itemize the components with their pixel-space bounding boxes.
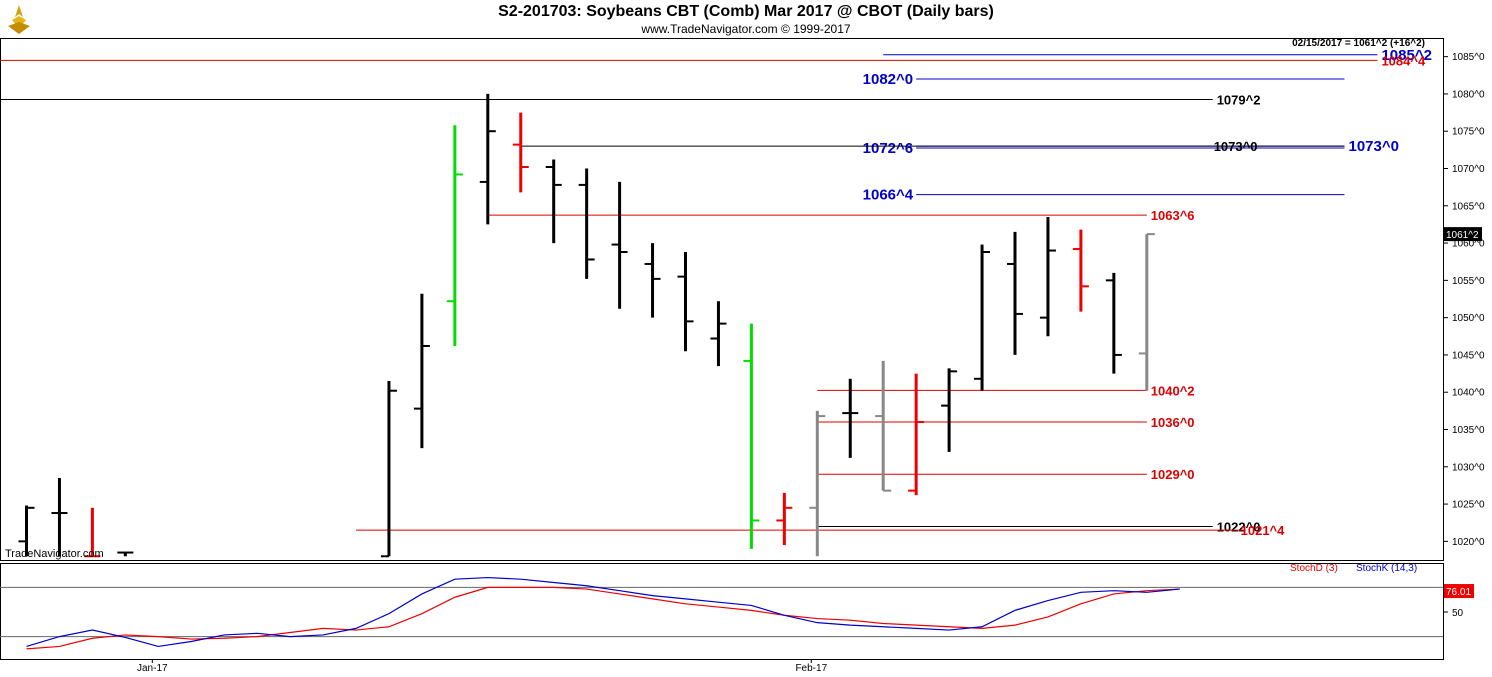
stoch-k-line — [26, 576, 1180, 648]
level-label: 1021^4 — [1241, 523, 1286, 538]
stoch-current-value: 76.01 — [1446, 587, 1471, 598]
price-axis-tick-label: 1060^0 — [1452, 239, 1485, 250]
level-label: 1040^2 — [1151, 383, 1195, 398]
last-quote-text: 02/15/2017 = 1061^2 (+16^2) — [1292, 38, 1425, 49]
level-label: 1073^0 — [1214, 139, 1258, 154]
price-panel-frame — [0, 38, 1444, 561]
stoch-d-legend: StochD (3) — [1290, 563, 1338, 574]
price-axis-tick-label: 1070^0 — [1452, 164, 1485, 175]
stoch-axis-tick-label: 50 — [1452, 608, 1464, 619]
level-label: 1085^2 — [1381, 47, 1431, 64]
price-axis-tick-label: 1085^0 — [1452, 52, 1485, 63]
price-axis-tick-label: 1075^0 — [1452, 127, 1485, 138]
last-price-box — [1444, 227, 1482, 242]
price-axis-tick-label: 1020^0 — [1452, 537, 1485, 548]
level-label: 1079^2 — [1217, 93, 1261, 108]
stoch-k-legend: StochK (14,3) — [1356, 563, 1417, 574]
chart-title: S2-201703: Soybeans CBT (Comb) Mar 2017 … — [498, 3, 994, 20]
stochastic-panel-frame — [0, 563, 1444, 660]
level-label: 1022^0 — [1217, 519, 1261, 534]
level-label: 1029^0 — [1151, 467, 1195, 482]
price-axis-tick-label: 1025^0 — [1452, 500, 1485, 511]
price-axis-tick-label: 1030^0 — [1452, 462, 1485, 473]
level-label: 1084^4 — [1381, 53, 1426, 68]
level-label: 1066^4 — [863, 187, 914, 204]
level-label: 1063^6 — [1151, 208, 1195, 223]
level-label: 1072^6 — [863, 140, 913, 157]
date-axis-label: Jan-17 — [137, 663, 168, 674]
level-label: 1082^0 — [863, 71, 913, 88]
stoch-current-value-box — [1444, 584, 1474, 599]
watermark-text: TradeNavigator.com — [5, 548, 104, 560]
price-axis-tick-label: 1045^0 — [1452, 350, 1485, 361]
trade-navigator-logo-icon — [2, 2, 36, 36]
price-axis-tick-label: 1080^0 — [1452, 89, 1485, 100]
price-axis-tick-label: 1055^0 — [1452, 276, 1485, 287]
level-label: 1073^0 — [1349, 138, 1399, 155]
stoch-d-line — [26, 586, 1180, 650]
level-label: 1036^0 — [1151, 415, 1195, 430]
price-axis-tick-label: 1035^0 — [1452, 425, 1485, 436]
date-axis-label: Feb-17 — [795, 663, 827, 674]
price-axis-tick-label: 1050^0 — [1452, 313, 1485, 324]
price-axis-tick-label: 1065^0 — [1452, 201, 1485, 212]
last-price-label: 1061^2 — [1446, 230, 1479, 241]
price-axis-tick-label: 1040^0 — [1452, 388, 1485, 399]
copyright-text: www.TradeNavigator.com © 1999-2017 — [641, 22, 851, 36]
